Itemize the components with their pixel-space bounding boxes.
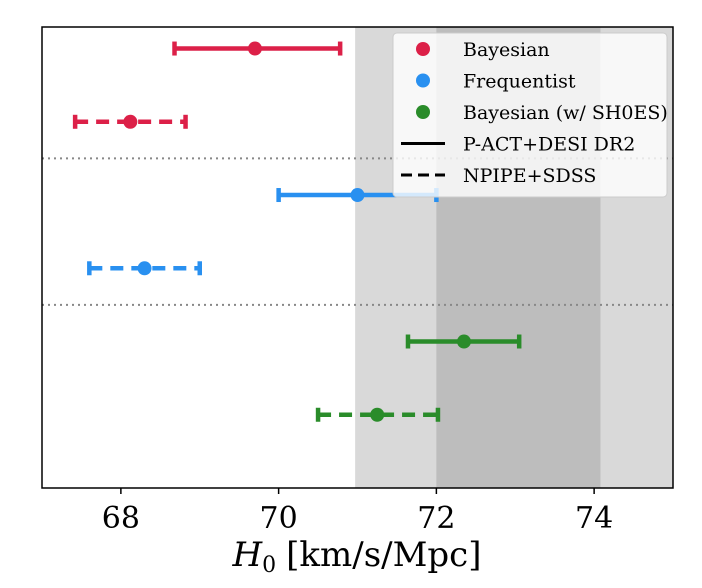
x-tick-label: 70 bbox=[260, 501, 298, 536]
x-tick-label: 72 bbox=[417, 501, 455, 536]
x-axis-label-subscript: 0 bbox=[262, 553, 276, 578]
x-axis-ticks: 68 70 72 74 bbox=[102, 488, 613, 536]
errorbar-point bbox=[370, 407, 385, 422]
plot-frame bbox=[41, 26, 674, 489]
legend: Bayesian Frequentist Bayesian (w/ SH0ES) P-… bbox=[392, 32, 668, 198]
errorbar-point bbox=[247, 41, 262, 56]
errorbar-frequentist-npipe-sdss bbox=[87, 261, 202, 276]
errorbar-series bbox=[72, 41, 522, 422]
x-tick-label: 68 bbox=[102, 501, 140, 536]
legend-marker-dot bbox=[416, 42, 430, 56]
errorbar-point bbox=[137, 261, 152, 276]
x-axis-label-units: [km/s/Mpc] bbox=[286, 535, 481, 575]
x-tick-label: 74 bbox=[575, 501, 613, 536]
legend-label: P-ACT+DESI DR2 bbox=[463, 134, 635, 156]
x-axis-label-symbol: H bbox=[231, 535, 263, 575]
errorbar-bayesian-pact-desi bbox=[172, 41, 343, 56]
legend-label: Frequentist bbox=[463, 71, 576, 93]
errorbar-bayesian-w-sh0es--npipe-sdss bbox=[315, 407, 441, 422]
legend-label: NPIPE+SDSS bbox=[463, 165, 596, 187]
legend-marker-dot bbox=[416, 73, 430, 88]
x-axis-label: H0 [km/s/Mpc] bbox=[231, 535, 481, 578]
legend-label: Bayesian bbox=[463, 39, 550, 61]
errorbar-bayesian-npipe-sdss bbox=[72, 114, 188, 129]
errorbar-bayesian-w-sh0es--pact-desi bbox=[405, 334, 522, 349]
errorbar-point bbox=[123, 114, 138, 129]
legend-label: Bayesian (w/ SH0ES) bbox=[463, 102, 668, 124]
legend-box bbox=[392, 32, 668, 198]
legend-marker-dot bbox=[416, 105, 430, 119]
errorbar-point bbox=[456, 334, 471, 349]
errorbar-point bbox=[350, 188, 365, 203]
